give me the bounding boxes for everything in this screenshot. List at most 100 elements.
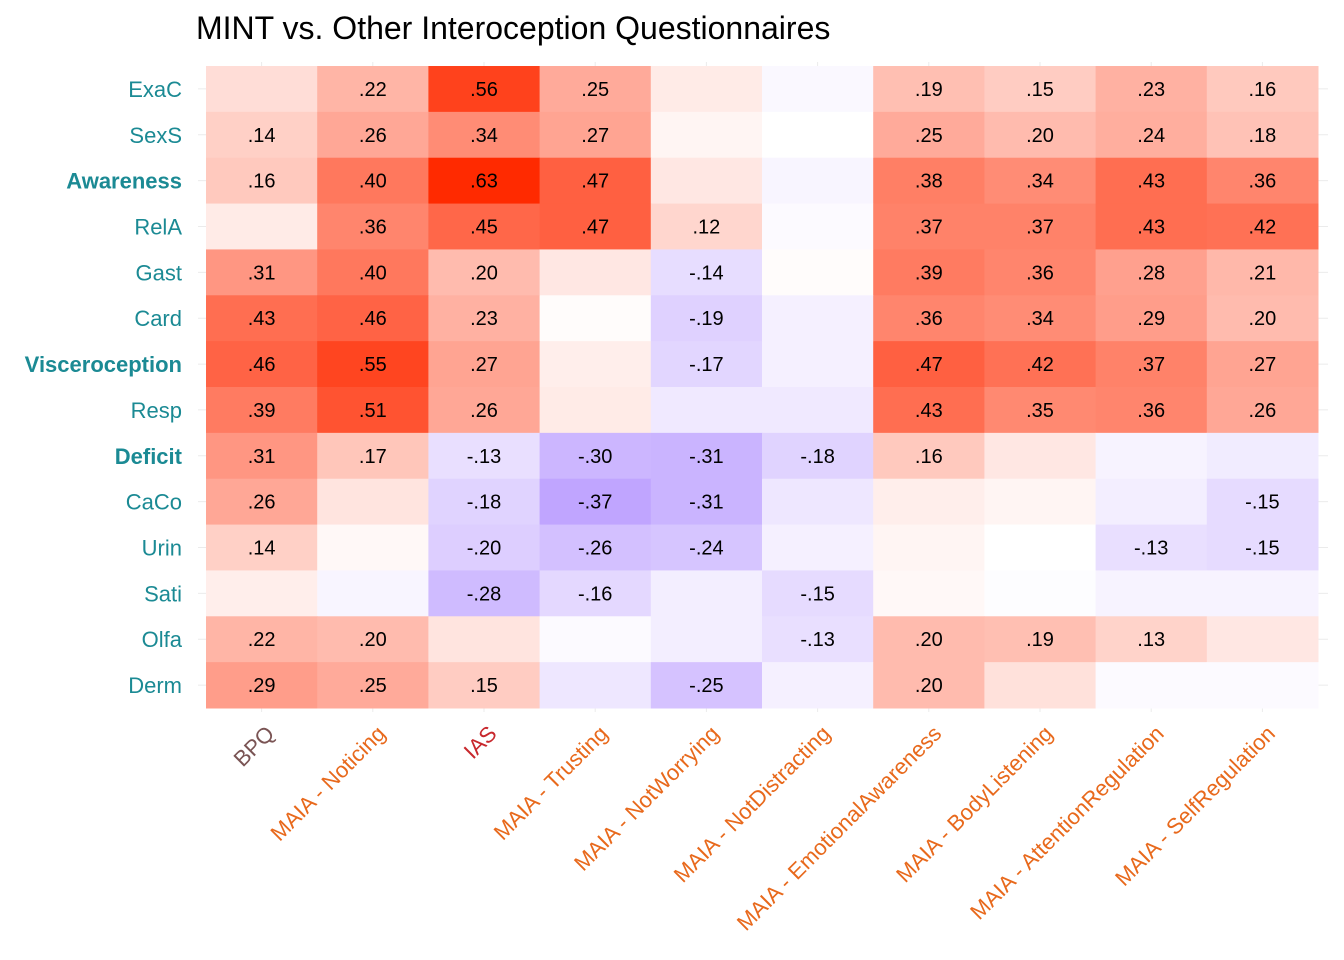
heatmap-cell <box>428 295 541 342</box>
heatmap-cell <box>984 295 1097 342</box>
heatmap-cell <box>428 662 541 709</box>
cell-value-label: .20 <box>470 262 498 284</box>
heatmap-cell <box>1095 662 1208 709</box>
heatmap-cell <box>984 66 1097 113</box>
cell-value-label: .23 <box>470 308 498 330</box>
heatmap-cell <box>539 111 652 159</box>
heatmap-cell <box>762 203 874 250</box>
column-tick-label: MAIA - EmotionalAwareness <box>732 721 947 936</box>
cell-value-label: .20 <box>359 629 387 651</box>
cell-value-label: -.28 <box>467 583 501 605</box>
cell-value-label: .43 <box>915 400 943 422</box>
heatmap-cell <box>539 249 652 296</box>
cell-value-label: .43 <box>248 308 276 330</box>
cell-value-label: .17 <box>359 446 387 468</box>
cell-value-label: .38 <box>915 171 943 193</box>
cell-value-label: .43 <box>1137 217 1165 239</box>
heatmap-cell <box>1206 111 1319 159</box>
cell-value-label: .39 <box>915 262 943 284</box>
heatmap-cell <box>650 387 763 434</box>
cell-value-label: .22 <box>248 629 276 651</box>
cell-value-label: .23 <box>1137 79 1165 101</box>
heatmap-cell <box>206 524 318 571</box>
heatmap-cell <box>206 478 318 526</box>
heatmap-cell <box>984 662 1097 709</box>
cell-value-label: .27 <box>1248 354 1276 376</box>
cell-value-label: .18 <box>1248 125 1276 147</box>
cell-value-label: .42 <box>1026 354 1054 376</box>
heatmap-cell <box>984 570 1097 617</box>
cell-value-label: .12 <box>692 217 720 239</box>
cell-value-label: -.30 <box>578 446 612 468</box>
heatmap-cell <box>1206 387 1319 434</box>
cell-value-label: .42 <box>1248 217 1276 239</box>
cell-value-label: .43 <box>1137 171 1165 193</box>
heatmap-cell <box>1206 341 1319 388</box>
row-tick-label: Sati <box>144 581 182 606</box>
heatmap-cell <box>1206 157 1319 205</box>
cell-value-label: .36 <box>1026 262 1054 284</box>
heatmap-cell <box>650 524 763 571</box>
cell-value-label: -.18 <box>800 446 834 468</box>
heatmap-cell <box>873 295 985 342</box>
heatmap-cell <box>1095 478 1208 526</box>
heatmap-cell <box>206 203 318 250</box>
heatmap-cell <box>873 157 985 205</box>
cell-value-label: .40 <box>359 171 387 193</box>
cell-value-label: .46 <box>248 354 276 376</box>
heatmap-cell <box>428 616 541 663</box>
row-tick-label: Derm <box>128 673 182 698</box>
heatmap-cell <box>428 570 541 617</box>
heatmap-cell <box>317 295 429 342</box>
row-tick-label: Card <box>134 306 182 331</box>
heatmap-cell <box>539 524 652 571</box>
heatmap-cell <box>1206 662 1319 709</box>
cell-value-label: -.20 <box>467 538 501 560</box>
cell-value-label: .26 <box>359 125 387 147</box>
cell-value-label: .25 <box>359 675 387 697</box>
cell-value-label: .26 <box>248 492 276 514</box>
cell-value-label: .27 <box>581 125 609 147</box>
heatmap-cell <box>984 478 1097 526</box>
heatmap-cell <box>1095 66 1208 113</box>
heatmap-cell <box>317 249 429 296</box>
heatmap-cell <box>762 249 874 296</box>
cell-value-label: .51 <box>359 400 387 422</box>
heatmap-cell <box>762 524 874 571</box>
heatmap-cell <box>428 478 541 526</box>
cell-value-label: .24 <box>1137 125 1165 147</box>
heatmap-cell <box>317 524 429 571</box>
cell-value-label: .36 <box>359 217 387 239</box>
heatmap-cell <box>317 157 429 205</box>
heatmap-cell <box>984 203 1097 250</box>
heatmap-cell <box>428 432 541 480</box>
cell-value-label: .15 <box>470 675 498 697</box>
cell-value-label: .28 <box>1137 262 1165 284</box>
cell-value-label: .29 <box>1137 308 1165 330</box>
heatmap-cell <box>317 662 429 709</box>
heatmap-cell <box>539 157 652 205</box>
heatmap-cell <box>206 341 318 388</box>
cell-value-label: .16 <box>1248 79 1276 101</box>
heatmap-cell <box>1095 111 1208 159</box>
cell-value-label: -.13 <box>1134 538 1168 560</box>
cell-value-label: .14 <box>248 538 276 560</box>
cell-value-label: .19 <box>915 79 943 101</box>
heatmap-cell <box>1206 432 1319 480</box>
cell-value-label: .20 <box>1248 308 1276 330</box>
cell-value-label: .31 <box>248 262 276 284</box>
heatmap-cell <box>317 111 429 159</box>
heatmap-cell <box>428 157 541 205</box>
cell-value-label: .36 <box>915 308 943 330</box>
heatmap-cell <box>762 662 874 709</box>
cell-value-label: .47 <box>581 171 609 193</box>
column-tick-label: MAIA - AttentionRegulation <box>965 721 1169 925</box>
heatmap-cell <box>1095 157 1208 205</box>
cell-value-label: .34 <box>470 125 498 147</box>
heatmap-cell <box>873 570 985 617</box>
heatmap-cell <box>762 111 874 159</box>
cell-value-label: -.13 <box>800 629 834 651</box>
column-tick-label: MAIA - Trusting <box>489 721 613 845</box>
